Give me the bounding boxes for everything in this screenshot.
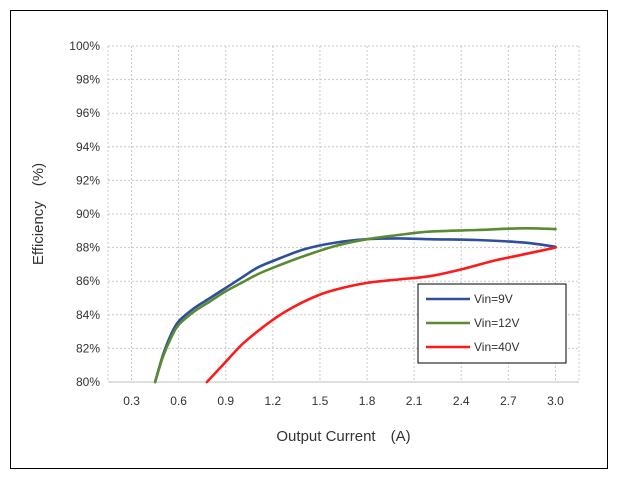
- y-tick-label: 84%: [76, 308, 100, 322]
- legend: Vin=9V Vin=12V Vin=40V: [417, 283, 567, 364]
- y-tick-label: 90%: [76, 207, 100, 221]
- x-tick-label: 2.4: [453, 394, 470, 408]
- x-tick-label: 1.8: [359, 394, 376, 408]
- y-tick-label: 94%: [76, 140, 100, 154]
- y-tick-label: 92%: [76, 173, 100, 187]
- chart-frame: 80% 82% 84% 86% 88% 90% 92% 94% 96% 98% 100% 0.3 0.…: [10, 10, 608, 469]
- legend-label: Vin=40V: [474, 340, 520, 354]
- y-tick-label: 88%: [76, 241, 100, 255]
- legend-label: Vin=9V: [474, 292, 513, 306]
- x-axis-label: Output Current (A): [276, 428, 410, 445]
- x-tick-label: 0.6: [170, 394, 187, 408]
- x-tick-label: 1.5: [312, 394, 329, 408]
- legend-label: Vin=12V: [474, 316, 520, 330]
- series-line-vin-12v: [153, 226, 557, 384]
- x-tick-labels: 0.3 0.6 0.9 1.2 1.5 1.8 2.1 2.4 2.7 3.0: [123, 394, 564, 408]
- y-tick-label: 100%: [69, 39, 100, 53]
- x-tick-label: 0.9: [217, 394, 234, 408]
- series-line-vin-9v: [153, 237, 557, 384]
- efficiency-chart: 80%82%84%86%88%90%92%94%96%98%100% 0.3 0.…: [30, 39, 580, 445]
- series-lines: [153, 226, 557, 384]
- y-tick-label: 98%: [76, 73, 100, 87]
- y-tick-labels: 80% 82% 84% 86% 88% 90% 92% 94% 96% 98% 100%: [69, 39, 100, 389]
- y-tick-label: 96%: [76, 106, 100, 120]
- y-tick-label: 86%: [76, 274, 100, 288]
- series-line-vin-40v: [205, 246, 557, 384]
- x-tick-label: 0.3: [123, 394, 140, 408]
- x-tick-label: 1.2: [265, 394, 282, 408]
- y-tick-label: 80%: [76, 375, 100, 389]
- x-tick-label: 2.1: [406, 394, 423, 408]
- x-tick-label: 3.0: [547, 394, 564, 408]
- y-axis-label: Efficiency (%): [30, 163, 47, 265]
- y-tick-label: 82%: [76, 341, 100, 355]
- x-tick-label: 2.7: [500, 394, 517, 408]
